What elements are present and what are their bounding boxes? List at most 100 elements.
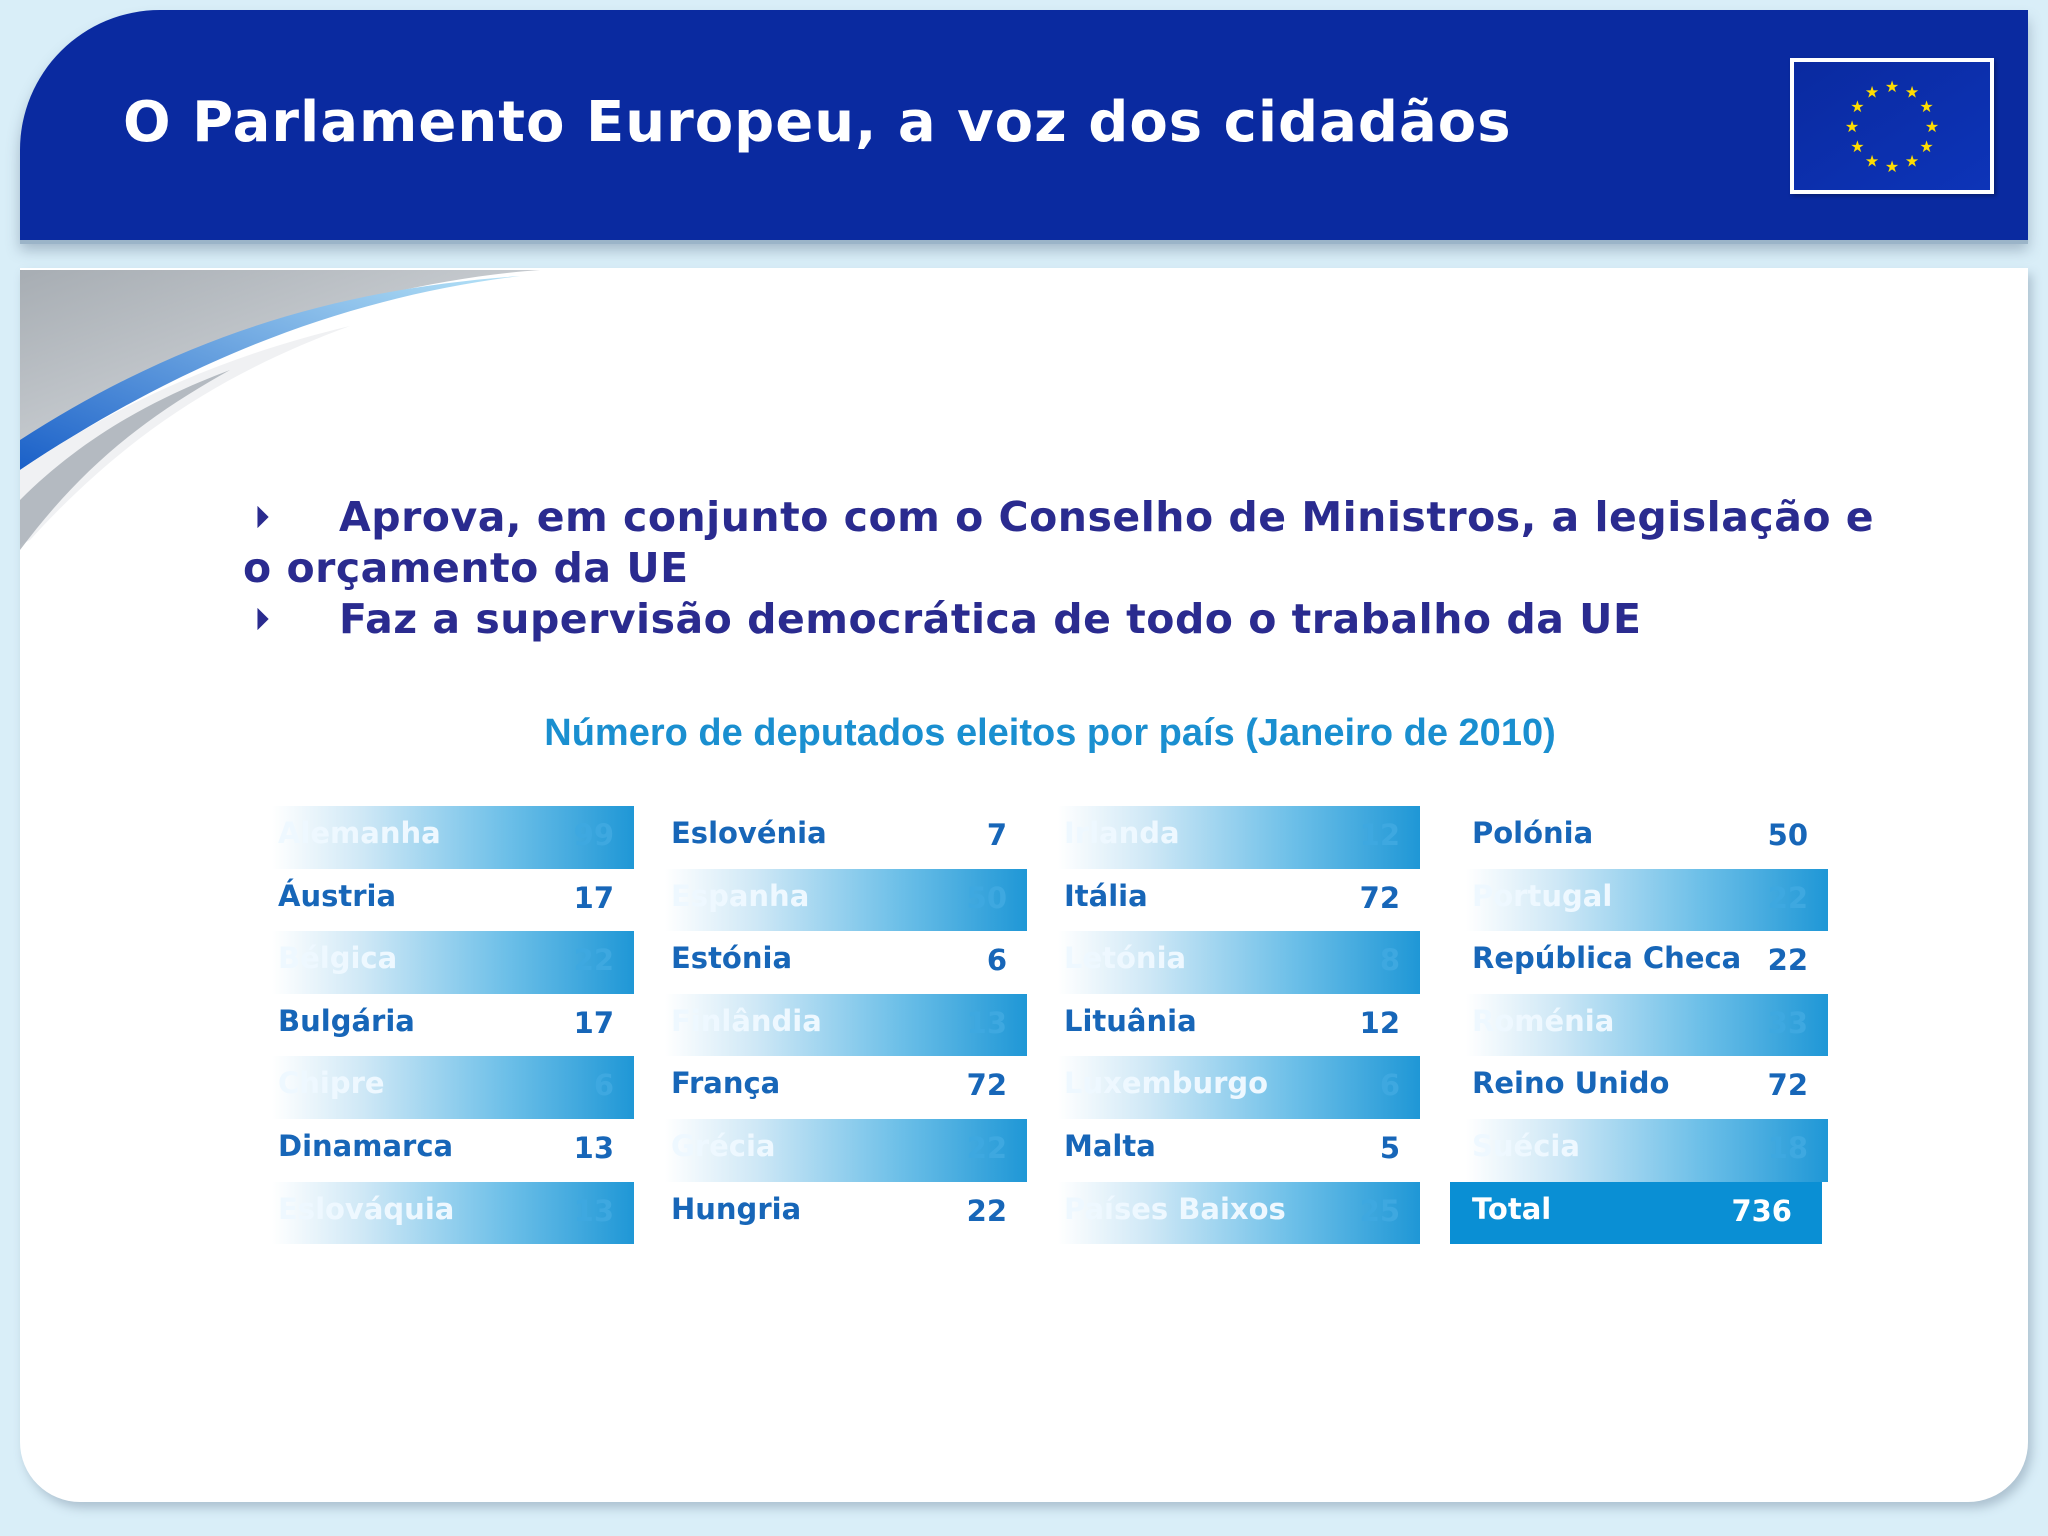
seat-count: 5: [1379, 1130, 1400, 1165]
table-column: Eslovénia 7 Espanha 50 Estónia 6 Finlândia 13 Fr…: [665, 806, 1027, 1244]
country-name: Portugal: [1472, 878, 1613, 913]
star-icon: ★: [1919, 137, 1933, 156]
country-name: Dinamarca: [278, 1128, 454, 1163]
seat-count: 99: [573, 818, 614, 852]
table-row: Suécia 18: [1466, 1118, 1828, 1182]
bullet-item-continuation: o orçamento da UE: [243, 544, 689, 592]
country-name: Finlândia: [671, 1003, 822, 1038]
table-row: Irlanda 12: [1058, 806, 1420, 869]
star-icon: ★: [1865, 82, 1879, 101]
country-name: Polónia: [1472, 816, 1594, 850]
total-label: Total: [1472, 1191, 1552, 1226]
star-icon: ★: [1905, 152, 1919, 171]
country-name: Chipre: [278, 1066, 385, 1101]
country-name: Luxemburgo: [1064, 1066, 1269, 1101]
seat-count: 7: [986, 818, 1007, 852]
table-row: Alemanha 99: [272, 806, 634, 869]
bullet-item: ⏵ Faz a supervisão democrática de todo o …: [243, 594, 1923, 645]
table-row: Chipre 6: [272, 1056, 634, 1119]
country-name: Espanha: [671, 878, 810, 913]
country-name: Roménia: [1472, 1003, 1615, 1038]
seat-count: 22: [1767, 880, 1808, 915]
table-row: Reino Unido 72: [1466, 1056, 1828, 1119]
table-column: Polónia 50 Portugal 22 República Checa 22 Romé…: [1450, 806, 1828, 1244]
seat-count: 50: [966, 880, 1007, 915]
seat-count: 6: [986, 943, 1007, 978]
bullet-text: Faz a supervisão democrática de todo o t…: [339, 595, 1642, 643]
star-icon: ★: [1919, 97, 1933, 116]
seat-count: 22: [1767, 943, 1808, 978]
seat-count: 12: [1359, 1005, 1400, 1040]
seat-count: 17: [573, 1005, 614, 1040]
bullet-list: ⏵ Aprova, em conjunto com o Conselho de M…: [243, 492, 1923, 645]
table-row: Hungria 22: [665, 1182, 1027, 1245]
header-bar: [20, 10, 2028, 240]
seat-count: 72: [1767, 1068, 1808, 1103]
eu-flag-icon: ★ ★ ★ ★ ★ ★ ★ ★ ★ ★ ★ ★: [1790, 58, 1994, 194]
country-name: Irlanda: [1064, 816, 1180, 850]
country-name: Bulgária: [278, 1003, 415, 1038]
table-row: Eslováquia 13: [272, 1181, 634, 1245]
seat-count: 13: [573, 1193, 614, 1228]
country-name: Reino Unido: [1472, 1066, 1670, 1101]
table-title: Número de deputados eleitos por país (Ja…: [544, 712, 1556, 754]
table-row: Eslovénia 7: [665, 806, 1027, 869]
table-row: Bélgica 22: [272, 931, 634, 994]
country-name: Países Baixos: [1064, 1191, 1286, 1226]
table-row: Países Baixos 25: [1058, 1181, 1420, 1245]
star-icon: ★: [1845, 117, 1859, 136]
seat-count: 72: [1359, 880, 1400, 915]
country-name: Alemanha: [278, 816, 441, 850]
country-name: Grécia: [671, 1128, 776, 1163]
star-icon: ★: [1905, 82, 1919, 101]
country-name: Eslovénia: [671, 816, 827, 850]
seat-count: 17: [573, 880, 614, 915]
country-name: Malta: [1064, 1128, 1156, 1163]
star-icon: ★: [1865, 152, 1879, 171]
country-name: República Checa: [1472, 941, 1742, 976]
table-row: Finlândia 13: [665, 993, 1027, 1057]
table-row: Grécia 22: [665, 1118, 1027, 1182]
seat-count: 22: [966, 1130, 1007, 1165]
star-icon: ★: [1885, 77, 1899, 96]
table-column: Irlanda 12 Itália 72 Letónia 8 Lituânia 12 Luxem…: [1058, 806, 1420, 1245]
table-row: França 72: [665, 1056, 1027, 1119]
seat-count: 22: [573, 943, 614, 978]
country-name: Itália: [1064, 878, 1148, 913]
seat-count: 72: [966, 1068, 1007, 1103]
table-row: Portugal 22: [1466, 868, 1828, 932]
table-row: Roménia 33: [1466, 993, 1828, 1057]
seat-count: 8: [1379, 943, 1400, 978]
table-column: Alemanha 99 Áustria 17 Bélgica 22 Bulgária 17 Ch…: [272, 806, 634, 1245]
seat-count: 33: [1767, 1005, 1808, 1040]
star-icon: ★: [1925, 117, 1939, 136]
seat-count: 6: [1379, 1068, 1400, 1103]
seat-count: 6: [593, 1068, 614, 1103]
table-row: Espanha 50: [665, 868, 1027, 932]
triangle-right-icon: ⏵: [255, 603, 270, 636]
table-row: Dinamarca 13: [272, 1119, 634, 1182]
seat-count: 13: [573, 1130, 614, 1165]
star-icon: ★: [1850, 97, 1864, 116]
seat-count: 18: [1767, 1130, 1808, 1165]
table-row: Bulgária 17: [272, 994, 634, 1057]
country-name: Eslováquia: [278, 1191, 455, 1226]
table-row: Luxemburgo 6: [1058, 1056, 1420, 1119]
table-row: República Checa 22: [1466, 931, 1828, 994]
country-name: Bélgica: [278, 941, 398, 976]
country-name: França: [671, 1066, 781, 1101]
bullet-item: ⏵ Aprova, em conjunto com o Conselho de M…: [243, 492, 1923, 543]
table-row: Itália 72: [1058, 869, 1420, 932]
seat-count: 22: [966, 1193, 1007, 1228]
bullet-text: Aprova, em conjunto com o Conselho de Mi…: [339, 493, 1875, 541]
star-icon: ★: [1885, 157, 1899, 176]
table-row: Malta 5: [1058, 1119, 1420, 1182]
table-row: Estónia 6: [665, 931, 1027, 994]
page-title: O Parlamento Europeu, a voz dos cidadãos: [123, 90, 1512, 155]
country-name: Hungria: [671, 1191, 802, 1226]
table-row: Lituânia 12: [1058, 994, 1420, 1057]
table-row: Áustria 17: [272, 869, 634, 932]
country-name: Lituânia: [1064, 1003, 1197, 1038]
country-name: Suécia: [1472, 1128, 1580, 1163]
seat-count: 13: [966, 1005, 1007, 1040]
